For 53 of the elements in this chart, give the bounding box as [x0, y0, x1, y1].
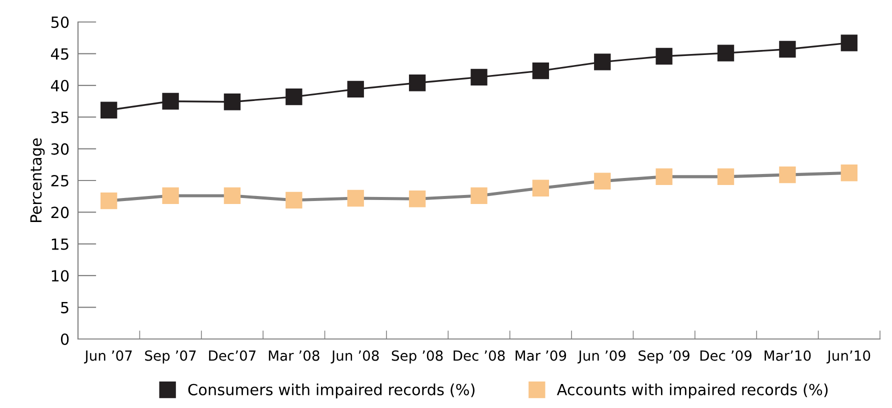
- y-tick-label: 15: [52, 238, 68, 250]
- point: [532, 62, 550, 80]
- y-tick-label: 5: [61, 302, 68, 314]
- point: [594, 172, 611, 190]
- point: [347, 190, 364, 207]
- legend-label: Accounts with impaired records (%): [556, 384, 828, 398]
- y-tick-label: 50: [51, 16, 69, 28]
- point: [656, 48, 672, 65]
- point: [286, 192, 302, 208]
- point: [717, 44, 734, 62]
- y-tick-label: 10: [52, 270, 69, 282]
- point: [162, 92, 179, 110]
- point: [100, 102, 118, 118]
- x-tick-label: Mar ’09: [516, 350, 566, 361]
- y-axis-title: Percentage: [30, 138, 45, 222]
- x-tick-label: Mar’10: [764, 350, 811, 361]
- x-tick-label: Dec’07: [209, 350, 256, 361]
- x-tick-label: Jun’10: [826, 350, 870, 364]
- legend-label: Consumers with impaired records (%): [188, 384, 474, 398]
- y-tick-label: 40: [50, 80, 69, 92]
- point: [347, 80, 364, 98]
- x-tick-label: Dec ’09: [700, 350, 752, 361]
- y-tick-label: 45: [50, 48, 68, 60]
- point: [840, 34, 858, 52]
- point: [532, 180, 550, 196]
- y-tick-label: 35: [51, 112, 68, 124]
- x-tick-label: Jun ’08: [330, 350, 379, 364]
- point: [656, 168, 672, 186]
- x-tick-label: Sep ’09: [638, 350, 690, 364]
- x-tick-label: Sep ’07: [145, 350, 196, 364]
- point: [717, 168, 734, 186]
- point: [779, 166, 796, 184]
- point: [779, 40, 796, 58]
- y-tick-label: 25: [51, 174, 68, 187]
- y-tick-label: 30: [51, 143, 69, 155]
- x-tick-label: Dec ’08: [454, 350, 505, 361]
- y-tick-label: 0: [60, 333, 69, 346]
- point: [100, 192, 118, 210]
- y-tick-label: 20: [51, 206, 69, 218]
- point: [840, 164, 858, 182]
- x-tick-label: Jun ’09: [578, 350, 626, 364]
- point: [224, 94, 241, 110]
- x-tick-label: Sep ’08: [392, 350, 443, 364]
- point: [470, 187, 488, 204]
- point: [408, 190, 426, 208]
- point: [162, 187, 179, 204]
- point: [224, 187, 241, 204]
- x-tick-label: Jun ’07: [84, 350, 132, 364]
- point: [594, 54, 611, 70]
- x-tick-label: Mar ’08: [268, 350, 320, 361]
- point: [408, 74, 426, 92]
- point: [470, 68, 488, 86]
- point: [286, 88, 302, 106]
